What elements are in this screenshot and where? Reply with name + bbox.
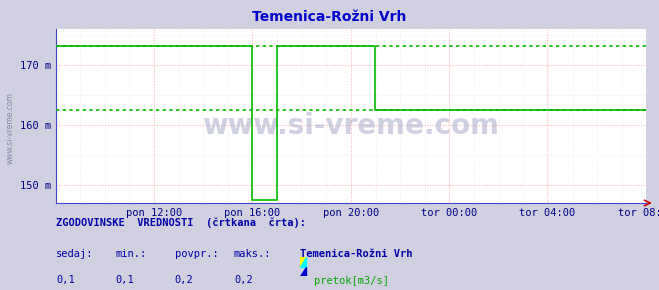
Text: povpr.:: povpr.: [175, 249, 218, 259]
Text: min.:: min.: [115, 249, 146, 259]
Text: 0,1: 0,1 [56, 276, 74, 285]
Polygon shape [300, 257, 306, 267]
Text: Temenica-Rožni Vrh: Temenica-Rožni Vrh [252, 10, 407, 24]
Text: maks.:: maks.: [234, 249, 272, 259]
Polygon shape [300, 257, 306, 267]
Text: 0,1: 0,1 [115, 276, 134, 285]
Text: 0,2: 0,2 [234, 276, 252, 285]
Text: www.si-vreme.com: www.si-vreme.com [202, 113, 500, 140]
Polygon shape [300, 267, 306, 276]
Text: sedaj:: sedaj: [56, 249, 94, 259]
Text: www.si-vreme.com: www.si-vreme.com [5, 92, 14, 164]
Text: pretok[m3/s]: pretok[m3/s] [314, 276, 389, 285]
Text: 0,2: 0,2 [175, 276, 193, 285]
Text: Temenica-Rožni Vrh: Temenica-Rožni Vrh [300, 249, 413, 259]
Text: ZGODOVINSKE  VREDNOSTI  (črtkana  črta):: ZGODOVINSKE VREDNOSTI (črtkana črta): [56, 218, 306, 228]
